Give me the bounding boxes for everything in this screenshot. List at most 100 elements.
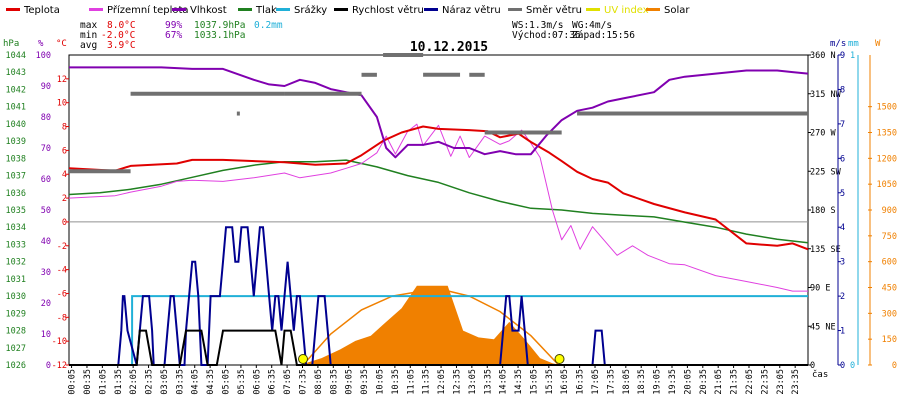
legend-label-vlhkost: Vlhkost (190, 5, 227, 16)
degc-axis-tick: 6 (62, 146, 67, 156)
stat-min-hum: 67% (165, 30, 182, 41)
x-axis-tick-label: 11:05 (406, 369, 416, 395)
hpa-axis-tick: 1032 (6, 258, 26, 268)
x-axis-tick-label: 00:35 (83, 369, 93, 395)
legend-label-solar: Solar (664, 5, 690, 16)
x-axis-tick-label: 08:35 (329, 369, 339, 395)
legend-label-uv: UV index (604, 5, 649, 16)
x-axis-tick-label: 15:35 (545, 369, 555, 395)
hpa-axis-tick: 1036 (6, 189, 26, 199)
solar-area (299, 285, 561, 365)
x-axis-tick-label: 12:05 (437, 369, 447, 395)
wind-speed-line (69, 329, 808, 366)
wind-speed-axis-tick: 5 (840, 189, 845, 199)
unit-w: W (875, 39, 881, 49)
stat-max-rain: 0.2mm (254, 20, 283, 31)
degc-axis-tick: 12 (57, 75, 67, 85)
solar-axis-tick: 600 (882, 258, 897, 268)
direction-axis-tick: 135 SE (810, 245, 841, 255)
x-axis-tick-label: 03:05 (160, 369, 170, 395)
solar-axis-tick: 1050 (877, 180, 897, 190)
degc-axis-tick: -4 (57, 266, 67, 276)
hpa-axis-tick: 1041 (6, 103, 26, 113)
x-axis-tick-label: 19:05 (653, 369, 663, 395)
x-axis-tick-label: 21:35 (730, 369, 740, 395)
direction-axis-tick: 225 SW (810, 167, 842, 177)
wind-speed-axis-tick: 9 (840, 51, 845, 61)
stat-min-temp: -2.0°C (101, 30, 135, 41)
x-axis-tick-label: 10:05 (375, 369, 385, 395)
hpa-axis-tick: 1033 (6, 240, 26, 250)
x-axis-tick-label: 07:35 (299, 369, 309, 395)
hpa-axis-tick: 1026 (6, 361, 26, 371)
direction-axis-tick: 90 E (810, 284, 830, 294)
x-axis-tick-label: 17:05 (591, 369, 601, 395)
x-axis-tick-label: 14:35 (514, 369, 524, 395)
degc-axis-tick: 4 (62, 170, 67, 180)
x-axis-label: čas (812, 369, 828, 380)
legend: Teplota Přízemní teplota Vlhkost Tlak Sr… (6, 4, 690, 16)
legend-swatch-smer (508, 8, 522, 11)
stat-max-temp: 8.0°C (107, 20, 136, 31)
degc-axis-tick: 10 (57, 99, 67, 109)
x-axis-tick-label: 05:05 (222, 369, 232, 395)
direction-axis-tick: 270 W (810, 129, 836, 139)
solar-axis-tick: 300 (882, 309, 897, 319)
hpa-axis-tick: 1028 (6, 327, 26, 337)
x-axis-tick-label: 08:05 (314, 369, 324, 395)
direction-axis-tick: 315 NW (810, 90, 842, 100)
x-axis-tick-label: 22:05 (745, 369, 755, 395)
legend-swatch-vlhkost (172, 8, 186, 11)
legend-swatch-naraz (424, 8, 438, 11)
solar-axis-tick: 450 (882, 284, 897, 294)
x-axis-tick-label: 10:35 (391, 369, 401, 395)
direction-axis-tick: 360 N (810, 51, 836, 61)
x-axis-tick-label: 14:05 (499, 369, 509, 395)
x-axis-tick-label: 18:05 (622, 369, 632, 395)
pct-axis-tick: 70 (41, 144, 51, 154)
x-axis-tick-label: 02:05 (129, 369, 139, 395)
axes-layer: 1044104310421041104010391038103710361035… (6, 51, 897, 371)
x-axis-tick-label: 09:35 (360, 369, 370, 395)
hpa-axis-tick: 1040 (6, 120, 26, 130)
stat-max-hum: 99% (165, 20, 182, 31)
stat-ws: WS:1.3m/s (512, 20, 563, 31)
hpa-axis-tick: 1042 (6, 85, 26, 95)
legend-label-teplota: Teplota (23, 5, 60, 16)
pct-axis-tick: 100 (36, 51, 51, 61)
stat-avg-temp: 3.9°C (107, 40, 136, 51)
wind-speed-axis-tick: 6 (840, 154, 845, 164)
hpa-axis-tick: 1031 (6, 275, 26, 285)
pct-axis-tick: 90 (41, 82, 51, 92)
unit-mm: mm (848, 39, 859, 49)
legend-swatch-rychlost (334, 8, 348, 11)
legend-swatch-prizemni (89, 8, 103, 11)
hpa-axis-tick: 1044 (6, 51, 26, 61)
degc-axis-tick: 2 (62, 194, 67, 204)
degc-axis-tick: -12 (52, 361, 67, 371)
x-axis-tick-label: 06:05 (252, 369, 262, 395)
legend-swatch-teplota (6, 8, 20, 11)
stat-sunset: Západ:15:56 (572, 30, 635, 41)
direction-axis-tick: 45 NE (810, 322, 836, 332)
axis-unit-headers: hPa % °C m/s mm W (3, 39, 881, 49)
x-axis-tick-label: 01:35 (114, 369, 124, 395)
stat-min-label: min (80, 30, 97, 41)
degc-axis-tick: -10 (52, 337, 67, 347)
x-axis-tick-label: 07:05 (283, 369, 293, 395)
x-axis-tick-label: 18:35 (637, 369, 647, 395)
x-axis-tick-label: 21:05 (714, 369, 724, 395)
x-axis-tick-label: 09:05 (345, 369, 355, 395)
x-axis-tick-label: 20:05 (683, 369, 693, 395)
x-axis-tick-label: 00:05 (68, 369, 78, 395)
wind-direction-dot (236, 111, 240, 116)
hpa-axis-tick: 1038 (6, 154, 26, 164)
solar-axis-tick: 0 (892, 361, 897, 371)
x-axis: 00:05 00:35 01:05 01:35 02:05 02:35 03:05 03:35… (68, 365, 828, 395)
degc-axis-tick: -2 (57, 242, 67, 252)
hpa-axis-tick: 1035 (6, 206, 26, 216)
ground-temperature-line (68, 123, 808, 292)
stat-sunrise: Východ:07:36 (512, 30, 581, 41)
series-layer (68, 53, 809, 366)
